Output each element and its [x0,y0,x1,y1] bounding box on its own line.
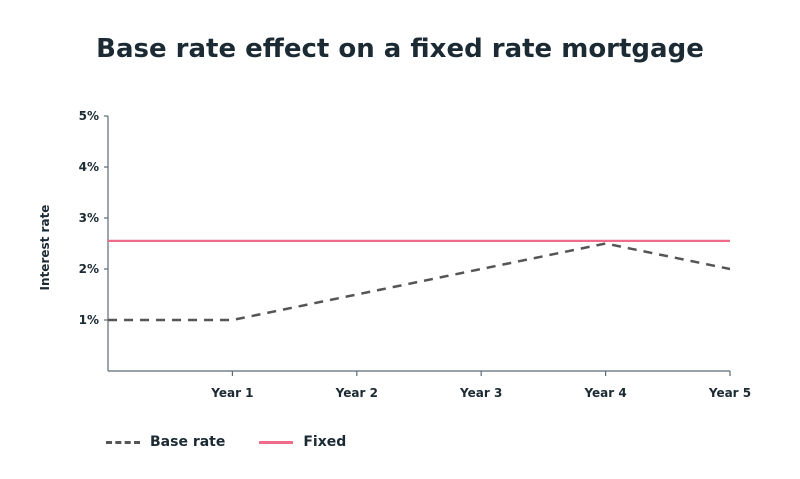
legend-label-fixed: Fixed [303,434,347,450]
y-tick-label: 2% [79,262,99,276]
y-axis-title: Interest rate [38,205,52,291]
legend-label-base-rate: Base rate [150,434,226,450]
y-tick-label: 5% [79,109,99,123]
x-tick-label: Year 3 [459,386,502,400]
x-tick-label: Year 4 [583,386,626,400]
x-tick-label: Year 1 [210,386,253,400]
y-tick-label: 3% [79,211,99,225]
axes: Interest rate [38,116,730,372]
legend-item-fixed: Fixed [259,434,346,450]
legend: Base rate Fixed [106,434,380,450]
y-tick-label: 1% [79,313,99,327]
series-line-base-rate [108,242,731,322]
legend-swatch-fixed [259,440,294,444]
series-layer [108,239,731,322]
x-tick-label: Year 2 [335,386,378,400]
chart-title: Base rate effect on a fixed rate mortgag… [96,34,704,64]
x-tick-label: Year 5 [708,386,751,400]
axis-ticks: 1% 2% 3% 4% 5% Year 1 Year 2 Year 3 Year 4 Year 5 [79,109,752,400]
legend-item-base-rate: Base rate [106,434,225,450]
legend-swatch-base-rate [106,440,140,444]
y-tick-label: 4% [79,160,99,174]
